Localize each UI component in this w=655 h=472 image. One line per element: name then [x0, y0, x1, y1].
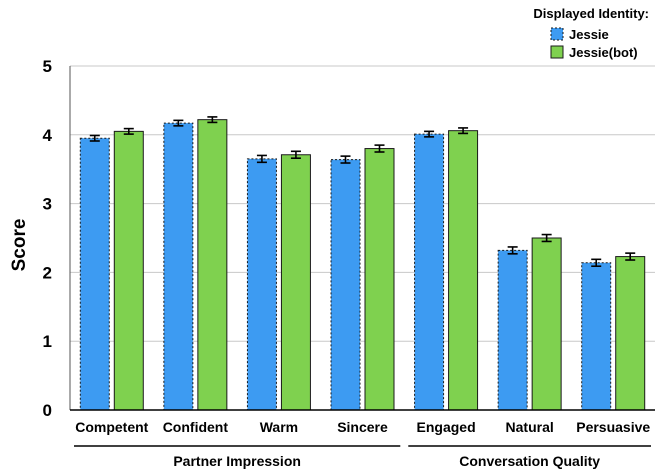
bar-jessie-bot-sincere — [364, 148, 395, 411]
bar-jessie-bot-natural — [531, 237, 562, 411]
bar-jessie-bot-warm — [280, 154, 311, 411]
error-bar-jessie-warm — [256, 154, 267, 164]
error-bar-jessie-bot-competent — [123, 127, 134, 135]
x-tick-label: Persuasive — [576, 419, 650, 435]
error-bar-jessie-natural — [507, 246, 518, 255]
error-bar-jessie-sincere — [340, 155, 351, 164]
axes: 0 1 2 3 4 5 Competent Confident Warm Sincere Engag… — [43, 57, 655, 469]
legend: Displayed Identity: Jessie Jessie(bot) — [533, 6, 649, 60]
gridlines — [70, 65, 655, 342]
error-bar-jessie-bot-warm — [290, 150, 301, 159]
legend-swatch-jessie — [550, 27, 564, 41]
bar-jessie-bot-confident — [197, 119, 228, 411]
error-bar-jessie-bot-engaged — [458, 127, 469, 135]
bar-jessie-engaged — [414, 133, 445, 411]
bar-jessie-confident — [163, 122, 194, 411]
bar-jessie-persuasive — [581, 262, 612, 411]
x-tick-label: Natural — [506, 419, 554, 435]
error-bar-jessie-bot-natural — [541, 233, 552, 243]
bar-jessie-bot-engaged — [448, 130, 479, 411]
legend-title: Displayed Identity: — [533, 6, 649, 21]
error-bar-jessie-confident — [173, 119, 184, 127]
x-tick-label: Competent — [75, 419, 148, 435]
y-tick-label: 0 — [43, 401, 52, 420]
group-label-conversation-quality: Conversation Quality — [459, 453, 600, 469]
y-tick-label: 2 — [43, 263, 52, 282]
group-label-partner-impression: Partner Impression — [173, 453, 301, 469]
x-tick-label: Warm — [260, 419, 298, 435]
error-bar-jessie-bot-confident — [207, 116, 218, 124]
error-bar-jessie-bot-sincere — [374, 144, 385, 153]
bar-jessie-bot-persuasive — [615, 256, 646, 411]
bars — [79, 116, 646, 411]
x-tick-label: Engaged — [417, 419, 476, 435]
bar-jessie-competent — [79, 137, 110, 411]
x-tick-label: Sincere — [337, 419, 388, 435]
y-tick-label: 1 — [43, 332, 52, 351]
error-bar-jessie-engaged — [424, 130, 435, 138]
bar-jessie-natural — [497, 249, 528, 411]
y-tick-label: 5 — [43, 57, 52, 76]
bar-jessie-sincere — [330, 159, 361, 411]
y-tick-label: 4 — [43, 126, 53, 145]
x-tick-label: Confident — [163, 419, 229, 435]
legend-label-jessie: Jessie — [569, 27, 609, 42]
error-bar-jessie-persuasive — [591, 258, 602, 268]
error-bar-jessie-bot-persuasive — [625, 252, 636, 261]
y-axis-title: Score — [9, 219, 30, 272]
legend-label-jessie-bot: Jessie(bot) — [569, 45, 638, 60]
bar-jessie-bot-competent — [113, 130, 144, 411]
legend-swatch-jessie-bot — [550, 45, 564, 59]
error-bar-jessie-competent — [89, 134, 100, 142]
bar-jessie-warm — [246, 158, 277, 411]
y-tick-label: 3 — [43, 195, 52, 214]
